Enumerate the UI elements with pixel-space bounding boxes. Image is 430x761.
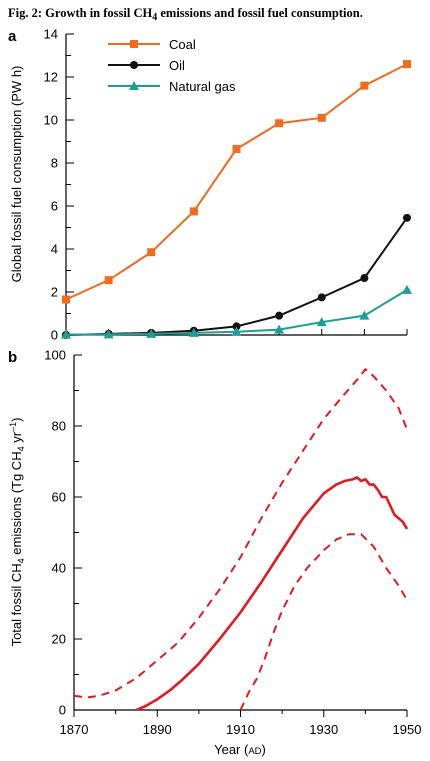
- coal-data-point: [317, 113, 326, 122]
- coal-data-point: [104, 276, 113, 285]
- panel-b-x-tick-label: 1910: [226, 722, 255, 737]
- natural-gas-data-point: [188, 327, 199, 337]
- coal-data-point: [147, 248, 156, 257]
- coal-data-point: [232, 145, 241, 154]
- panel-a-axes: 0 2 4 6 8 10 12 14: [44, 27, 408, 343]
- panel-b-y-tick-label: 40: [52, 561, 66, 576]
- panel-b-label: b: [8, 349, 17, 366]
- oil-data-point: [232, 322, 241, 331]
- panel-a-y-tick-label: 2: [51, 285, 58, 300]
- natural-gas-data-point: [274, 324, 285, 334]
- panel-a-chart: a Global fossil fuel consumption (PW h) …: [8, 27, 412, 343]
- oil-data-point: [275, 311, 284, 320]
- panel-b-chart: b Total fossil CH4 emissions (Tg CH4 yr–…: [8, 348, 421, 758]
- panel-b-x-axis-label: Year (AD): [214, 742, 266, 757]
- natural-gas-data-point: [402, 284, 412, 294]
- panel-a-y-tick-label: 4: [51, 242, 58, 257]
- legend-oil-label: Oil: [169, 58, 185, 73]
- panel-a-y-tick-label: 6: [51, 199, 58, 214]
- panel-a-legend: Coal Oil Natural gas: [108, 37, 236, 94]
- figure-title: Fig. 2: Growth in fossil CH4 emissions a…: [8, 6, 363, 23]
- legend-coal-label: Coal: [169, 37, 196, 52]
- coal-data-point: [62, 295, 70, 304]
- panel-a-y-tick-label: 0: [51, 328, 58, 343]
- natural-gas-data-point: [316, 317, 327, 327]
- natural-gas-data-point: [359, 310, 370, 320]
- panel-a-y-tick-label: 8: [51, 156, 58, 171]
- panel-a-label: a: [8, 28, 17, 45]
- panel-a-y-tick-label: 10: [44, 113, 58, 128]
- natural-gas-data-point: [146, 328, 157, 338]
- coal-data-point: [275, 119, 284, 128]
- panel-a-series: [61, 60, 412, 339]
- legend-natural-gas-label: Natural gas: [169, 79, 236, 94]
- panel-b-y-tick-label: 0: [59, 703, 66, 718]
- coal-series-line: [65, 63, 408, 301]
- oil-data-point: [403, 213, 411, 222]
- central-estimate-line: [135, 476, 409, 712]
- panel-b-x-tick-label: 1870: [60, 722, 89, 737]
- lower-bound-dashed-line: [239, 533, 408, 711]
- panel-a-y-tick-label: 14: [44, 27, 58, 42]
- panel-b-axes: 0 20 40 60 80 100 1870 1890 1910 1930 1950: [44, 348, 421, 738]
- legend-coal-marker: [130, 40, 138, 48]
- oil-data-point: [317, 293, 326, 302]
- panel-b-x-tick-label: 1950: [393, 722, 422, 737]
- panel-a-y-tick-label: 12: [44, 70, 58, 85]
- natural-gas-data-point: [61, 329, 71, 339]
- panel-b-y-tick-label: 60: [52, 490, 66, 505]
- coal-data-point: [360, 81, 369, 90]
- panel-b-series: [73, 368, 409, 712]
- panel-b-y-tick-label: 80: [52, 419, 66, 434]
- panel-b-x-tick-label: 1930: [309, 722, 338, 737]
- coal-data-point: [189, 207, 198, 216]
- natural-gas-data-point: [103, 329, 114, 339]
- natural-gas-data-point: [231, 326, 242, 336]
- coal-data-point: [403, 60, 411, 69]
- legend-natural-gas-marker: [129, 81, 139, 90]
- panel-b-y-tick-label: 100: [44, 348, 66, 363]
- panel-b-x-tick-label: 1890: [143, 722, 172, 737]
- oil-data-point: [360, 274, 369, 283]
- upper-bound-dashed-line: [73, 368, 408, 699]
- panel-b-y-axis-label: Total fossil CH4 emissions (Tg CH4 yr–1): [8, 418, 26, 647]
- panel-b-y-tick-label: 20: [52, 632, 66, 647]
- legend-oil-marker: [130, 61, 138, 69]
- panel-a-y-axis-label: Global fossil fuel consumption (PW h): [9, 66, 24, 283]
